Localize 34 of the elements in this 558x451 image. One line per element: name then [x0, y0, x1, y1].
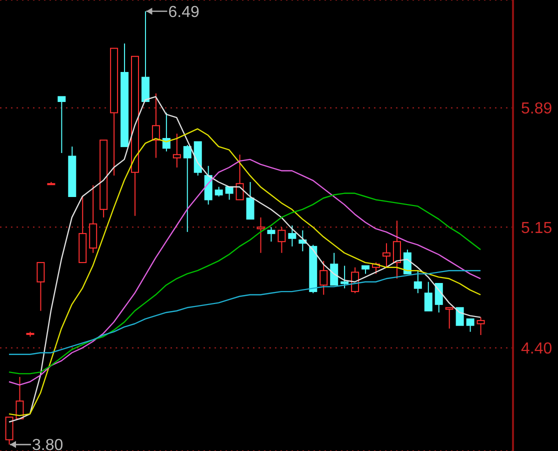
candlestick — [392, 220, 401, 280]
candlestick — [36, 262, 45, 312]
line-series — [8, 158, 482, 386]
candlestick — [330, 252, 338, 286]
candlestick — [424, 281, 432, 312]
candlestick — [476, 316, 485, 336]
candlestick — [466, 318, 474, 332]
candlestick — [152, 92, 160, 158]
candlestick — [183, 144, 192, 232]
y-tick-label: 4.40 — [521, 340, 552, 358]
candlestick — [5, 416, 14, 446]
candlestick — [278, 226, 286, 254]
candlestick — [456, 307, 464, 326]
candlestick — [434, 282, 443, 313]
candlestick — [225, 186, 234, 200]
candlestick — [267, 226, 276, 242]
candlestick — [246, 182, 254, 220]
candlestick — [320, 260, 328, 296]
candlestick — [16, 376, 24, 420]
candlestick — [256, 216, 265, 254]
candlestick — [172, 133, 181, 168]
candlestick — [340, 265, 349, 289]
candlestick — [214, 186, 223, 198]
candlestick — [414, 270, 422, 294]
candlestick — [236, 154, 244, 200]
line-series — [8, 192, 482, 374]
annotation: 6.49 — [168, 4, 200, 21]
y-tick-label: 5.89 — [521, 100, 552, 118]
annotation: 3.80 — [32, 437, 64, 451]
candlestick — [445, 307, 454, 330]
candlestick — [382, 242, 390, 268]
y-tick-label: 5.15 — [521, 220, 552, 237]
candlestick — [58, 96, 66, 154]
candlestick — [288, 225, 296, 247]
